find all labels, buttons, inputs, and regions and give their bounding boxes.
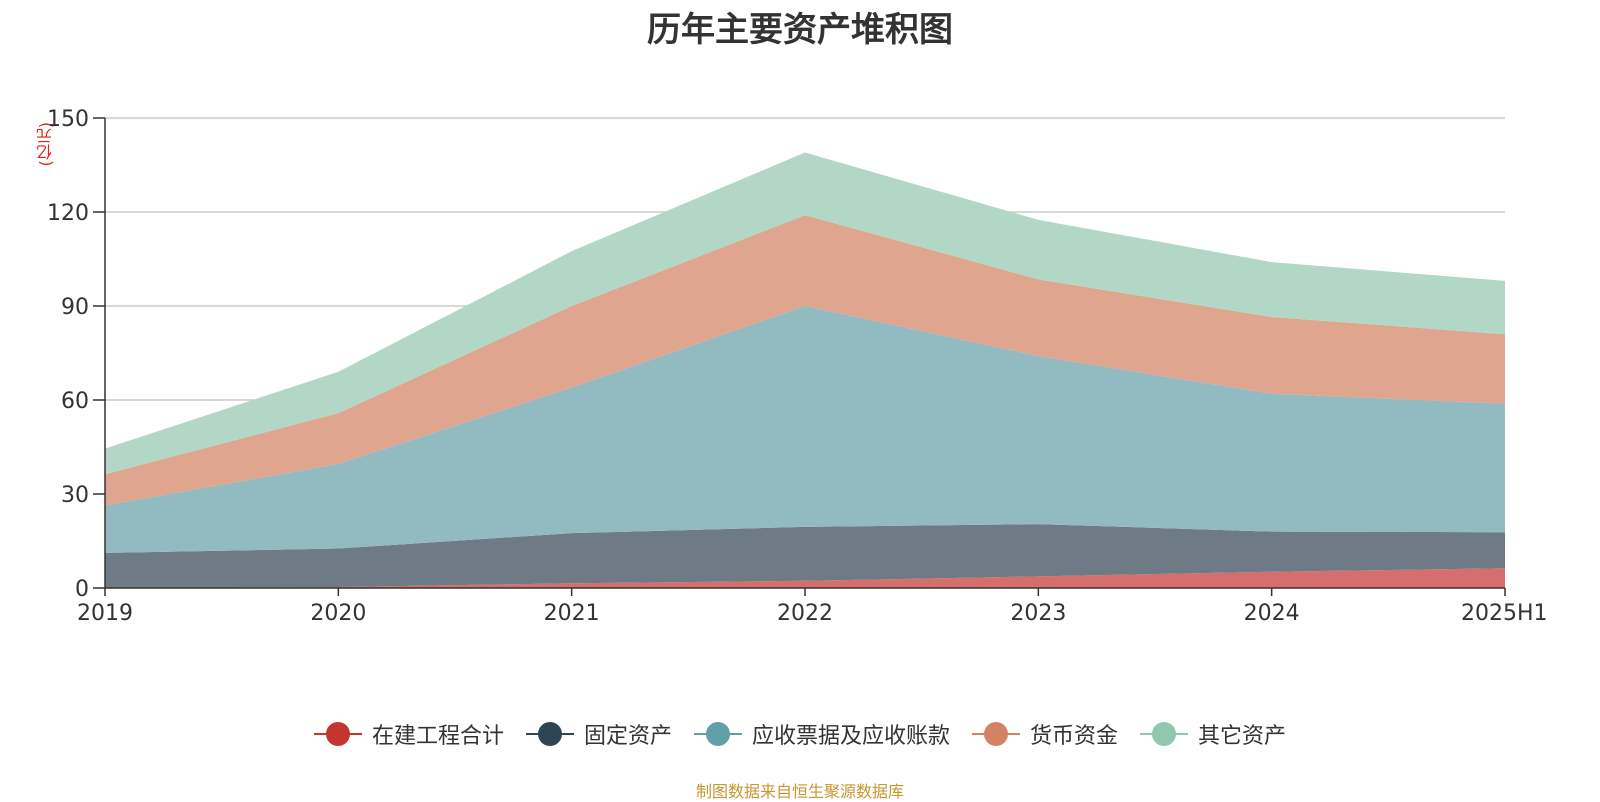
area-固定资产	[105, 524, 1505, 588]
source-note: 制图数据来自恒生聚源数据库	[695, 782, 904, 801]
legend-item[interactable]: 其它资产	[1140, 718, 1286, 750]
x-tick-label: 2025H1	[1461, 601, 1548, 626]
x-tick-label: 2022	[777, 601, 833, 626]
x-tick-label: 2021	[544, 601, 600, 626]
legend-item[interactable]: 应收票据及应收账款	[693, 718, 950, 750]
x-tick-label: 2023	[1010, 601, 1066, 626]
legend-label: 其它资产	[1198, 724, 1287, 749]
y-tick-label: 60	[61, 389, 89, 414]
area-应收票据及应收账款	[105, 306, 1505, 553]
legend-marker-icon	[313, 722, 362, 746]
y-tick-label: 90	[61, 295, 89, 320]
legend-marker-icon	[693, 722, 742, 746]
x-tick-label: 2019	[77, 601, 133, 626]
area-series	[105, 152, 1505, 588]
legend-item[interactable]: 固定资产	[525, 718, 672, 750]
legend-label: 固定资产	[583, 724, 672, 749]
area-在建工程合计	[105, 568, 1505, 588]
y-tick-label: 150	[47, 107, 89, 132]
y-tick-label: 0	[75, 577, 89, 602]
legend-label: 应收票据及应收账款	[751, 724, 950, 749]
legend-label: 货币资金	[1030, 724, 1119, 749]
x-tick-label: 2020	[310, 601, 366, 626]
chart-title: 历年主要资产堆积图	[647, 10, 953, 50]
legend-marker-icon	[972, 722, 1020, 746]
x-tick-label: 2024	[1244, 601, 1300, 626]
legend-item[interactable]: 货币资金	[972, 718, 1118, 750]
legend-marker-icon	[525, 722, 574, 746]
y-tick-label: 30	[61, 483, 89, 508]
legend: 在建工程合计 固定资产 应收票据及应收账款 货币资金 其它资产	[0, 718, 1600, 750]
y-tick-label: 120	[47, 201, 89, 226]
legend-item[interactable]: 在建工程合计	[313, 718, 504, 750]
legend-label: 在建工程合计	[371, 724, 504, 749]
area-货币资金	[105, 215, 1505, 506]
axes: 0 30 60 90 120 150 2019 2020 2021 2022 2023 2024 202…	[47, 107, 1548, 626]
legend-marker-icon	[1140, 722, 1189, 746]
